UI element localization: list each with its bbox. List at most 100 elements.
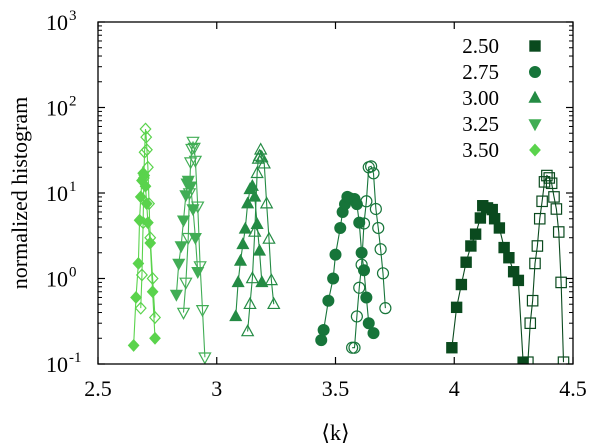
series-3-50 — [127, 122, 162, 352]
data-point-open — [531, 240, 544, 252]
data-point-open — [367, 167, 380, 180]
data-point — [238, 221, 252, 234]
legend-item-3-00: 3.00 — [462, 86, 542, 110]
data-point-open — [140, 130, 153, 144]
data-point — [315, 334, 328, 347]
legend-marker — [529, 66, 541, 78]
data-point — [360, 291, 373, 304]
data-point-open — [188, 155, 203, 168]
data-point-open — [141, 160, 154, 174]
data-point-open — [267, 296, 281, 310]
x-tick-label: 3.5 — [322, 376, 350, 401]
data-point-open — [245, 271, 260, 284]
data-point-open — [144, 231, 157, 245]
legend-item-3-50: 3.50 — [462, 138, 541, 162]
legend-item-2-50: 2.50 — [462, 34, 541, 58]
data-point — [241, 196, 255, 209]
data-point-open — [193, 261, 207, 274]
data-point — [493, 222, 506, 234]
data-point-open — [186, 136, 200, 149]
data-point — [179, 190, 193, 203]
data-point — [127, 338, 140, 352]
data-point — [327, 272, 340, 285]
legend-item-3-25: 3.25 — [462, 112, 542, 136]
data-point-open — [365, 160, 378, 173]
y-tick-label: 10 — [46, 267, 68, 292]
data-point — [174, 241, 188, 254]
legend-label: 2.75 — [462, 60, 499, 84]
data-point-open — [137, 216, 150, 230]
data-point — [334, 221, 347, 234]
data-point — [498, 241, 510, 254]
legend: 2.502.753.003.253.50 — [462, 34, 542, 162]
legend-marker — [528, 119, 542, 132]
data-point — [245, 178, 259, 191]
plot-frame — [97, 21, 574, 365]
data-point-open — [139, 122, 152, 136]
data-point-open — [355, 258, 368, 271]
data-point — [469, 228, 482, 240]
data-point-open — [372, 221, 385, 235]
x-axis-label: ⟨k⟩ — [321, 420, 349, 445]
data-point — [362, 317, 375, 330]
data-point-open — [240, 324, 255, 337]
data-point-open — [140, 143, 153, 157]
data-point — [353, 216, 366, 229]
legend-marker — [529, 143, 541, 157]
data-point — [255, 275, 269, 288]
data-point-open — [550, 203, 563, 215]
data-point-open — [360, 195, 373, 208]
data-point-open — [176, 307, 191, 320]
data-point — [252, 243, 267, 256]
data-point-open — [526, 294, 539, 307]
data-point — [465, 240, 477, 252]
x-tick-label: 3 — [211, 376, 222, 401]
data-point — [233, 253, 248, 266]
data-point-open — [348, 341, 361, 354]
series-3-00 — [229, 142, 281, 337]
data-point-open — [264, 272, 279, 286]
series-line-open — [182, 141, 206, 358]
data-point — [169, 289, 183, 302]
data-point — [248, 189, 262, 202]
legend-item-2-75: 2.75 — [462, 60, 541, 84]
y-tick-label: 10 — [46, 181, 68, 206]
data-point-open — [555, 276, 567, 289]
series-2-75 — [315, 160, 392, 354]
data-point — [367, 327, 380, 340]
data-point-open — [545, 177, 558, 190]
data-point-open — [138, 145, 151, 159]
data-point — [130, 291, 142, 304]
series-3-25 — [169, 136, 212, 364]
data-point — [146, 285, 159, 299]
data-point-open — [250, 165, 264, 179]
data-point-open — [536, 195, 548, 208]
axis-ticks — [97, 21, 574, 365]
data-point-open — [148, 310, 162, 325]
data-point-open — [262, 231, 276, 244]
legend-marker — [529, 40, 541, 52]
data-point-open — [182, 188, 197, 201]
data-point-open — [252, 148, 267, 161]
data-point — [184, 181, 198, 194]
data-point-open — [353, 281, 366, 294]
data-point-open — [548, 191, 560, 203]
data-point-open — [374, 243, 387, 256]
legend-label: 3.00 — [462, 86, 499, 110]
data-point-open — [346, 341, 359, 354]
data-point-open — [533, 212, 546, 225]
data-point — [181, 175, 195, 188]
data-point-open — [198, 352, 212, 364]
data-point — [229, 309, 243, 322]
data-point-open — [259, 196, 274, 209]
data-point — [231, 275, 245, 288]
data-point — [236, 237, 250, 250]
legend-label: 2.50 — [462, 34, 499, 58]
data-point — [512, 274, 525, 287]
data-point — [172, 258, 186, 271]
x-tick-label: 4.5 — [559, 376, 587, 401]
data-point-open — [134, 301, 147, 315]
y-tick-label: 10 — [46, 352, 68, 377]
